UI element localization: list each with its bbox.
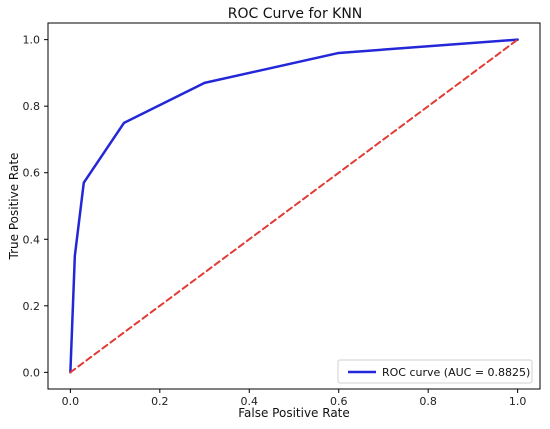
legend: ROC curve (AUC = 0.8825): [337, 359, 533, 384]
y-tick-label-0: 0.0: [23, 366, 41, 379]
roc-curve-line: [69, 38, 519, 374]
x-tick-label-5: 1.0: [509, 395, 527, 408]
y-tick-label-3: 0.6: [23, 167, 41, 180]
y-tick-label-2: 0.4: [23, 233, 41, 246]
x-tick-label-4: 0.8: [419, 395, 437, 408]
y-axis-ticks: 0.0 0.2 0.4 0.6 0.8 1.0: [23, 34, 48, 379]
y-tick-label-1: 0.2: [23, 300, 41, 313]
plot-frame: [47, 22, 541, 390]
random-classifier-line: [69, 38, 519, 374]
x-axis-title: False Positive Rate: [238, 406, 350, 420]
series-layer: [69, 38, 519, 374]
x-tick-label-2: 0.4: [241, 395, 259, 408]
y-tick-label-5: 1.0: [23, 34, 41, 47]
x-tick-label-3: 0.6: [330, 395, 348, 408]
y-axis-title: True Positive Rate: [7, 153, 21, 261]
x-tick-label-1: 0.2: [151, 395, 169, 408]
chart-title: ROC Curve for KNN: [228, 6, 363, 22]
x-axis-ticks: 0.0 0.2 0.4 0.6 0.8 1.0: [62, 389, 527, 408]
legend-box: [337, 359, 533, 384]
x-tick-label-0: 0.0: [62, 395, 80, 408]
y-tick-label-4: 0.8: [23, 100, 41, 113]
legend-label-roc-curve: ROC curve (AUC = 0.8825): [382, 366, 530, 379]
